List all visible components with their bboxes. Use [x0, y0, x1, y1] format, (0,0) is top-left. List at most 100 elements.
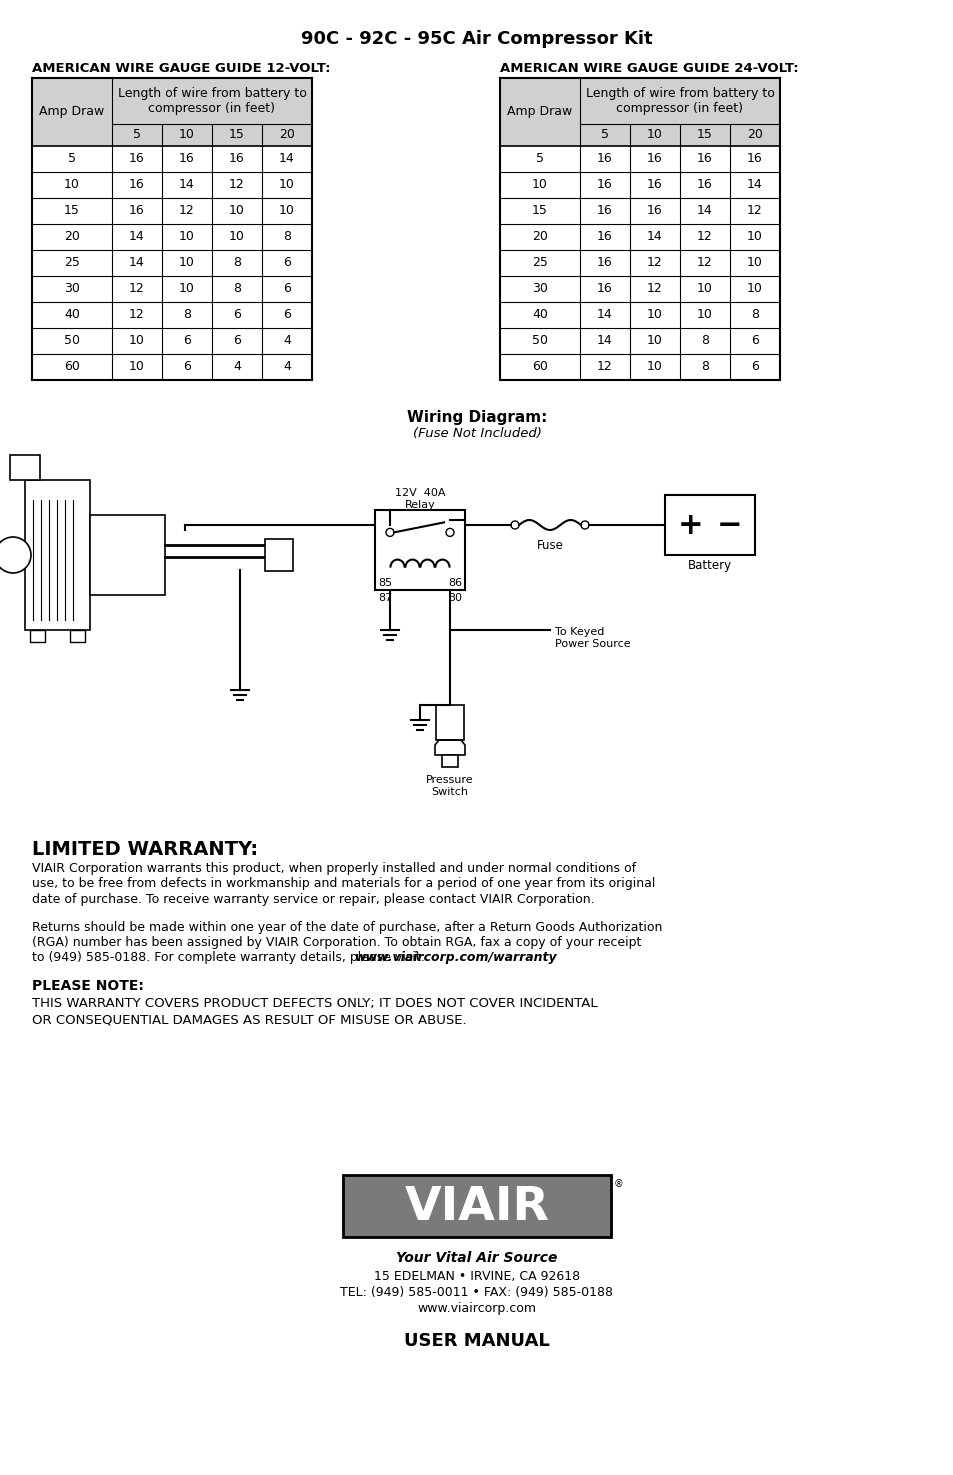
- Text: 12: 12: [229, 178, 245, 192]
- Text: Fuse: Fuse: [536, 538, 563, 552]
- Text: 6: 6: [183, 360, 191, 373]
- Text: 14: 14: [697, 205, 712, 217]
- Text: 10: 10: [129, 335, 145, 348]
- Text: Wiring Diagram:: Wiring Diagram:: [406, 410, 547, 425]
- Text: 50: 50: [532, 335, 547, 348]
- Bar: [375, 510, 464, 590]
- Text: USER MANUAL: USER MANUAL: [404, 1332, 549, 1350]
- Text: 4: 4: [233, 360, 241, 373]
- Text: TEL: (949) 585-0011 • FAX: (949) 585-0188: TEL: (949) 585-0011 • FAX: (949) 585-018…: [340, 1286, 613, 1299]
- Text: 14: 14: [746, 178, 762, 192]
- Text: 4: 4: [283, 335, 291, 348]
- Text: 40: 40: [64, 308, 80, 322]
- Text: 16: 16: [129, 152, 145, 165]
- Text: 16: 16: [597, 257, 612, 270]
- Text: 10: 10: [279, 205, 294, 217]
- Text: OR CONSEQUENTIAL DAMAGES AS RESULT OF MISUSE OR ABUSE.: OR CONSEQUENTIAL DAMAGES AS RESULT OF MI…: [32, 1013, 466, 1027]
- Bar: [112, 124, 312, 146]
- Text: 10: 10: [179, 128, 194, 142]
- Text: 12: 12: [129, 308, 145, 322]
- Text: 15 EDELMAN • IRVINE, CA 92618: 15 EDELMAN • IRVINE, CA 92618: [374, 1270, 579, 1283]
- Text: 12: 12: [179, 205, 194, 217]
- Bar: [90, 515, 165, 594]
- Text: 8: 8: [700, 360, 708, 373]
- Text: 10: 10: [646, 308, 662, 322]
- Text: ®: ®: [614, 1179, 623, 1189]
- Text: To Keyed
Power Source: To Keyed Power Source: [555, 627, 630, 649]
- Bar: [579, 124, 780, 146]
- Text: www.viaircorp.com: www.viaircorp.com: [417, 1302, 536, 1316]
- Text: 10: 10: [746, 257, 762, 270]
- Text: 6: 6: [233, 308, 241, 322]
- Text: 10: 10: [64, 178, 80, 192]
- Text: 16: 16: [129, 205, 145, 217]
- Text: 10: 10: [646, 128, 662, 142]
- Text: 5: 5: [68, 152, 76, 165]
- Text: 86: 86: [447, 578, 461, 589]
- Text: use, to be free from defects in workmanship and materials for a period of one ye: use, to be free from defects in workmans…: [32, 878, 655, 891]
- Text: THIS WARRANTY COVERS PRODUCT DEFECTS ONLY; IT DOES NOT COVER INCIDENTAL: THIS WARRANTY COVERS PRODUCT DEFECTS ONL…: [32, 997, 597, 1009]
- Text: 20: 20: [279, 128, 294, 142]
- Text: 10: 10: [697, 308, 712, 322]
- Text: LIMITED WARRANTY:: LIMITED WARRANTY:: [32, 839, 258, 858]
- Circle shape: [0, 537, 30, 572]
- Text: 14: 14: [597, 308, 612, 322]
- Bar: [436, 705, 463, 740]
- Text: 14: 14: [597, 335, 612, 348]
- Text: 16: 16: [129, 178, 145, 192]
- Text: 25: 25: [64, 257, 80, 270]
- Text: 10: 10: [646, 360, 662, 373]
- Text: Your Vital Air Source: Your Vital Air Source: [395, 1251, 558, 1266]
- Text: 10: 10: [746, 230, 762, 243]
- Text: 12: 12: [646, 283, 662, 295]
- Bar: [25, 479, 90, 630]
- Text: date of purchase. To receive warranty service or repair, please contact VIAIR Co: date of purchase. To receive warranty se…: [32, 892, 594, 906]
- Text: 6: 6: [183, 335, 191, 348]
- Text: Length of wire from battery to
compressor (in feet): Length of wire from battery to compresso…: [585, 87, 774, 115]
- Text: 8: 8: [700, 335, 708, 348]
- Text: 20: 20: [64, 230, 80, 243]
- Text: 6: 6: [283, 308, 291, 322]
- Bar: [30, 630, 45, 642]
- Text: 25: 25: [532, 257, 547, 270]
- Text: 5: 5: [536, 152, 543, 165]
- Text: Pressure
Switch: Pressure Switch: [426, 774, 474, 796]
- Text: 16: 16: [179, 152, 194, 165]
- Text: 10: 10: [179, 257, 194, 270]
- Text: 12: 12: [129, 283, 145, 295]
- Text: www.viaircorp.com/warranty: www.viaircorp.com/warranty: [355, 951, 558, 965]
- Bar: [112, 78, 312, 124]
- Text: 12: 12: [597, 360, 612, 373]
- Text: 15: 15: [532, 205, 547, 217]
- Text: 6: 6: [750, 360, 759, 373]
- Text: 10: 10: [279, 178, 294, 192]
- Text: 16: 16: [597, 152, 612, 165]
- Text: 8: 8: [283, 230, 291, 243]
- Text: 16: 16: [597, 178, 612, 192]
- Bar: [441, 755, 457, 767]
- Text: 6: 6: [283, 283, 291, 295]
- Text: Length of wire from battery to
compressor (in feet): Length of wire from battery to compresso…: [117, 87, 306, 115]
- Text: Returns should be made within one year of the date of purchase, after a Return G: Returns should be made within one year o…: [32, 920, 661, 934]
- Text: 16: 16: [229, 152, 245, 165]
- Text: Relay: Relay: [404, 500, 435, 510]
- Text: 15: 15: [64, 205, 80, 217]
- Text: 16: 16: [697, 152, 712, 165]
- Text: 85: 85: [377, 578, 392, 589]
- Bar: [664, 496, 754, 555]
- Text: 6: 6: [750, 335, 759, 348]
- Bar: [32, 78, 112, 146]
- Text: −: −: [717, 510, 741, 540]
- Text: VIAIR Corporation warrants this product, when properly installed and under norma: VIAIR Corporation warrants this product,…: [32, 861, 636, 875]
- Bar: [343, 1176, 610, 1238]
- Text: 10: 10: [532, 178, 547, 192]
- Text: 30: 30: [448, 593, 461, 603]
- Text: Amp Draw: Amp Draw: [507, 106, 572, 118]
- Bar: [70, 630, 85, 642]
- Text: 10: 10: [179, 230, 194, 243]
- Text: 4: 4: [283, 360, 291, 373]
- Text: 30: 30: [532, 283, 547, 295]
- Text: 16: 16: [597, 230, 612, 243]
- Text: 16: 16: [646, 205, 662, 217]
- Text: AMERICAN WIRE GAUGE GUIDE 24-VOLT:: AMERICAN WIRE GAUGE GUIDE 24-VOLT:: [499, 62, 798, 75]
